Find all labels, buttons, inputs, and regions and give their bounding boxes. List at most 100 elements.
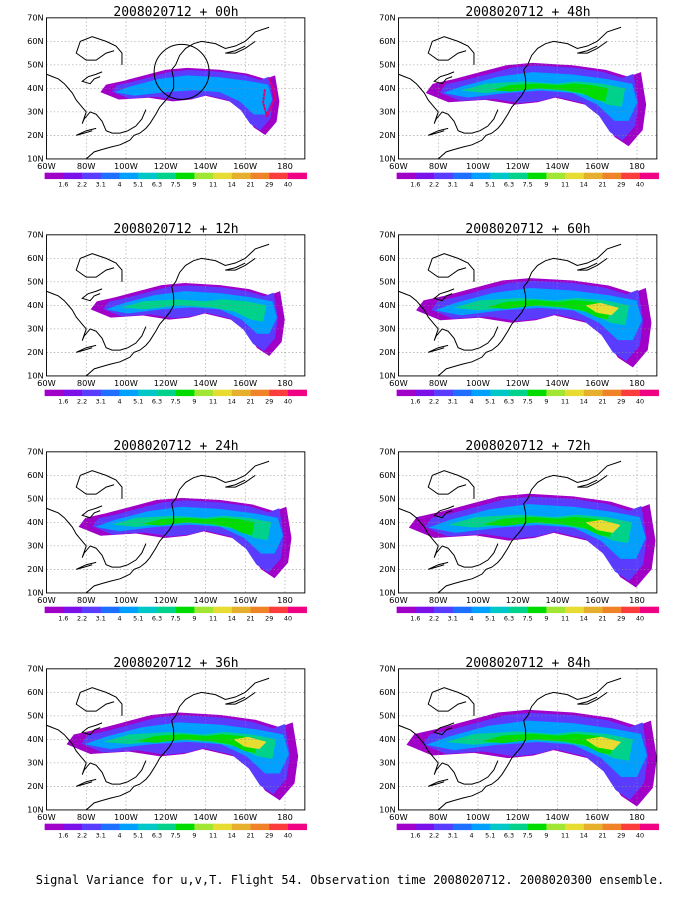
lon-tick-label: 160W [233,812,257,822]
colorbar-swatch [82,823,102,831]
colorbar-label: 1.6 [410,180,420,188]
colorbar-swatch [452,389,472,397]
panel-title: 2008020712 + 12h [113,222,239,237]
colorbar-label: 3.1 [448,397,458,405]
colorbar-swatch [434,389,454,397]
colorbar-label: 1.6 [410,614,420,622]
lon-tick-label: 60W [37,595,56,605]
lat-tick-label: 10N [379,805,396,815]
lon-tick-label: 160W [585,812,609,822]
lon-tick-label: 100W [466,595,490,605]
lon-tick-label: 120W [154,595,178,605]
colorbar-swatch [527,389,547,397]
colorbar-label: 29 [265,831,273,839]
lat-tick-label: 30N [379,541,396,551]
colorbar-label: 4 [469,180,473,188]
lat-tick-label: 70N [27,664,44,674]
colorbar-label: 21 [598,180,606,188]
lat-tick-label: 40N [27,83,44,93]
lon-tick-label: 100W [466,161,490,171]
colorbar-label: 40 [284,397,292,405]
lat-tick-label: 50N [379,60,396,70]
colorbar-swatch [250,389,270,397]
colorbar-swatch [269,172,289,180]
lon-tick-label: 120W [506,812,530,822]
lon-tick-label: 120W [154,378,178,388]
lat-tick-label: 70N [379,447,396,457]
colorbar-label: 11 [209,614,217,622]
lat-tick-label: 20N [27,347,44,357]
lat-tick-label: 50N [379,494,396,504]
lat-tick-label: 40N [379,734,396,744]
colorbar-label: 9 [192,397,196,405]
coastline [398,290,499,351]
colorbar-swatch [44,606,64,614]
colorbar-swatch [138,389,158,397]
colorbar-swatch [231,606,251,614]
colorbar-label: 11 [561,831,569,839]
colorbar-label: 1.6 [58,180,68,188]
colorbar-swatch [434,606,454,614]
coastline [76,127,97,136]
lon-tick-label: 140W [546,378,570,388]
lat-tick-label: 10N [27,371,44,381]
colorbar-label: 7.5 [523,831,533,839]
colorbar-label: 3.1 [96,831,106,839]
lon-tick-label: 80W [429,161,448,171]
coastline [75,687,123,716]
colorbar-label: 7.5 [523,614,533,622]
colorbar-label: 29 [265,614,273,622]
colorbar-swatch [100,823,120,831]
colorbar-label: 5.1 [133,614,143,622]
map-panel: 2008020712 + 24h 180 160W 140W 120W 100W 80W 60… [2,439,342,654]
colorbar-label: 9 [544,831,548,839]
colorbar-swatch [175,823,195,831]
lat-tick-label: 40N [379,517,396,527]
colorbar-label: 4 [117,831,121,839]
colorbar-swatch [82,606,102,614]
map-panel: 2008020712 + 00h 180 160W 140W 120W 100W 80W 60… [2,5,342,220]
coastline [85,460,270,593]
colorbar-label: 2.2 [429,614,439,622]
lon-tick-label: 180 [277,812,293,822]
colorbar-label: 1.6 [410,831,420,839]
colorbar-swatch [527,172,547,180]
colorbar-swatch [396,606,416,614]
lon-tick-label: 80W [77,812,96,822]
colorbar-swatch [100,172,120,180]
colorbar-label: 7.5 [171,180,181,188]
colorbar-swatch [213,172,233,180]
colorbar-label: 2.2 [429,180,439,188]
map-panel: 2008020712 + 48h 180 160W 140W 120W 100W 80W 60… [354,5,694,220]
variance-contour [585,519,621,533]
panel-title: 2008020712 + 60h [465,222,591,237]
lat-tick-label: 70N [379,13,396,23]
variance-contour [585,302,620,316]
colorbar-label: 40 [284,614,292,622]
panel-title: 2008020712 + 84h [465,656,591,671]
colorbar-swatch [546,606,566,614]
variance-contour [143,517,255,535]
colorbar-swatch [44,823,64,831]
colorbar-label: 6.3 [504,831,514,839]
colorbar-swatch [452,606,472,614]
lat-tick-label: 30N [27,107,44,117]
lat-tick-label: 20N [379,781,396,791]
colorbar-label: 1.6 [58,831,68,839]
colorbar-swatch [63,606,83,614]
colorbar-label: 4 [117,614,121,622]
colorbar-label: 9 [192,614,196,622]
colorbar-label: 11 [561,397,569,405]
colorbar-swatch [396,823,416,831]
colorbar-swatch [100,606,120,614]
colorbar-label: 11 [561,614,569,622]
colorbar-swatch [119,389,139,397]
colorbar-label: 3.1 [96,397,106,405]
lat-tick-label: 20N [27,564,44,574]
colorbar-swatch [546,172,566,180]
colorbar-swatch [269,823,289,831]
lon-tick-label: 140W [194,595,218,605]
